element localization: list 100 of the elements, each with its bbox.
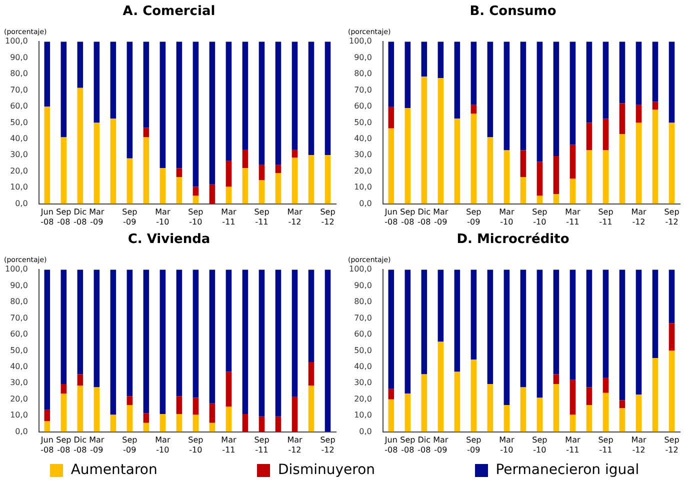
bar (275, 164, 282, 173)
chart-title: A. Comercial (122, 4, 216, 20)
bar (176, 396, 182, 414)
bar (586, 270, 592, 388)
y-tick-label: 50,0 (10, 118, 28, 127)
bar (160, 42, 166, 168)
bar (126, 396, 133, 406)
bar (602, 42, 609, 119)
x-tick-label: Sep -08 (56, 208, 72, 226)
bar (520, 177, 526, 204)
x-tick-label: Dic -08 (418, 436, 431, 454)
chart-title: B. Consumo (470, 4, 556, 20)
x-tick-label: Sep -12 (664, 208, 680, 226)
y-tick-label: 70,0 (354, 85, 372, 94)
bar (44, 42, 50, 106)
bar (176, 168, 182, 178)
x-tick-label: Sep -09 (122, 436, 138, 454)
bar (192, 42, 199, 187)
bar (324, 42, 331, 156)
bar (636, 394, 642, 432)
bar (226, 42, 232, 161)
bar (226, 270, 232, 372)
x-tick-label: Sep -09 (122, 208, 138, 226)
bar (388, 42, 394, 106)
x-tick-label: Sep -09 (466, 208, 482, 226)
bar (536, 42, 543, 162)
bar (192, 414, 199, 432)
bar (77, 270, 84, 374)
bar (536, 196, 543, 204)
bar (404, 42, 411, 108)
x-tick-label: Sep -11 (598, 436, 614, 454)
legend-label: Disminuyeron (278, 462, 376, 478)
bar (636, 104, 642, 123)
bar (454, 42, 460, 119)
bar (421, 270, 428, 374)
bar (602, 377, 609, 393)
bar (258, 42, 265, 165)
bar (275, 270, 282, 416)
bar (308, 362, 314, 386)
bar (586, 122, 592, 150)
bar (192, 270, 199, 398)
bar (536, 398, 543, 432)
bar (258, 180, 265, 204)
x-tick-label: Sep -11 (598, 208, 614, 226)
bar (636, 122, 642, 204)
bar (160, 168, 166, 204)
bar (388, 128, 394, 204)
bar (652, 110, 658, 204)
x-tick-label: Dic -08 (74, 208, 87, 226)
y-tick-label: 100,0 (348, 264, 372, 274)
bar (388, 399, 394, 432)
x-tick-label: Mar -12 (287, 208, 303, 226)
bar (421, 42, 428, 76)
x-tick-label: Sep -10 (532, 436, 548, 454)
bar (126, 158, 133, 204)
bar (258, 416, 265, 432)
bar (570, 42, 576, 145)
y-tick-label: 100,0 (4, 264, 28, 274)
bar (226, 406, 232, 432)
y-tick-label: 10,0 (354, 182, 372, 192)
x-tick-label: Sep -11 (254, 208, 270, 226)
bar (404, 394, 411, 432)
bar (143, 413, 150, 423)
bar (536, 162, 543, 196)
y-tick-label: 0,0 (15, 426, 28, 436)
bar (553, 156, 560, 194)
bar (209, 422, 216, 432)
bar (77, 88, 84, 204)
bar (553, 384, 560, 432)
bar (553, 374, 560, 384)
bar (60, 270, 67, 384)
bar (553, 270, 560, 374)
bar (292, 270, 298, 397)
bar (470, 270, 477, 360)
bar (44, 106, 50, 204)
bar (209, 184, 216, 204)
bar (586, 387, 592, 406)
y-tick-label: 20,0 (10, 394, 28, 404)
y-tick-label: 80,0 (354, 297, 372, 306)
bar (652, 358, 658, 432)
bar (176, 177, 182, 204)
x-tick-label: Sep -12 (320, 436, 336, 454)
bar (404, 108, 411, 204)
y-tick-label: 0,0 (15, 198, 28, 208)
bar (44, 270, 50, 410)
bar (292, 42, 298, 150)
bar (404, 270, 411, 394)
chart-title: D. Microcrédito (456, 232, 570, 248)
bar (242, 42, 248, 150)
bar (242, 414, 248, 432)
x-tick-label: Mar -09 (433, 436, 449, 454)
bar (504, 150, 510, 204)
x-tick-label: Mar -10 (499, 436, 515, 454)
x-tick-label: Sep -09 (466, 436, 482, 454)
x-tick-label: Jun -08 (40, 208, 54, 226)
bar (470, 114, 477, 204)
bar (77, 386, 84, 432)
bar (308, 386, 314, 432)
bar (242, 168, 248, 204)
bar (176, 42, 182, 168)
